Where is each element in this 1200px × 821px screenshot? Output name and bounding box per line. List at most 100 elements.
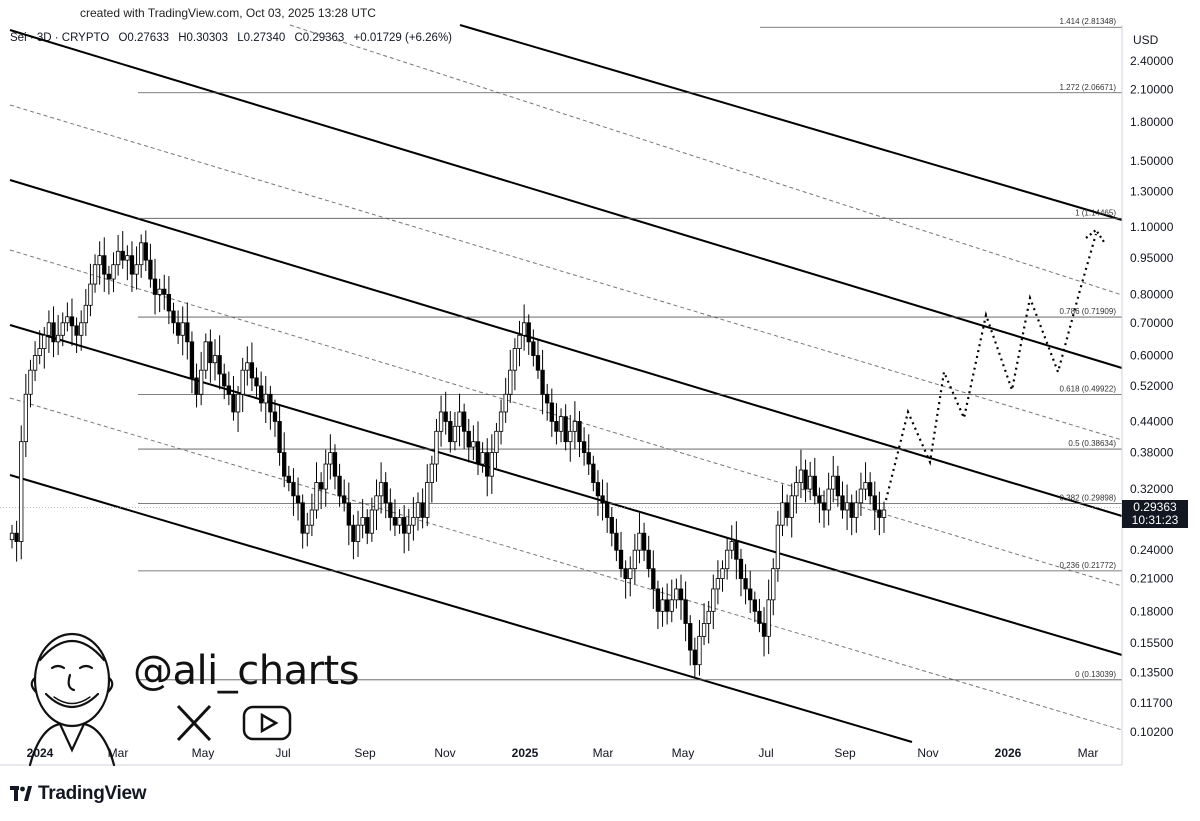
- open-value: O0.27633: [118, 32, 169, 44]
- candle-body: [669, 599, 674, 612]
- price-tick-label: 0.70000: [1130, 316, 1174, 330]
- watermark-handle: @ali_charts: [133, 648, 360, 694]
- candle-body: [577, 421, 582, 443]
- candle-body: [125, 255, 130, 261]
- price-tick-label: 0.18000: [1130, 604, 1174, 618]
- candle-body: [249, 362, 255, 379]
- price-tick-label: 0.32000: [1130, 482, 1174, 496]
- candle-body: [314, 482, 319, 511]
- candle-body: [489, 452, 494, 477]
- candle-body: [351, 524, 356, 542]
- countdown-value: 10:31:23: [1131, 513, 1179, 527]
- price-tick-label: 1.80000: [1130, 115, 1174, 129]
- candle-body: [868, 482, 873, 497]
- price-tick-label: 0.13500: [1130, 665, 1174, 679]
- currency-label[interactable]: USD: [1133, 33, 1159, 47]
- tradingview-logo[interactable]: TradingView: [10, 783, 147, 805]
- fib-level-label: 0.618 (0.49922): [1060, 385, 1117, 394]
- x-logo-icon: [176, 704, 212, 742]
- fib-level-label: 1.414 (2.81348): [1060, 17, 1117, 26]
- candle-body: [374, 495, 379, 511]
- candles: [9, 230, 887, 678]
- fib-level-label: 1 (1.14465): [1075, 208, 1116, 217]
- time-axis[interactable]: 2024 Mar May Jul Sep Nov 2025 Mar May Jul Sep Nov 20…: [27, 746, 1099, 760]
- candle-body: [461, 411, 467, 432]
- candle-body: [609, 517, 614, 534]
- candle-body: [798, 469, 804, 483]
- candle-body: [19, 441, 24, 542]
- candle-body: [628, 568, 633, 579]
- candle-body: [240, 369, 245, 395]
- candle-body: [226, 385, 231, 395]
- candle-body: [558, 416, 564, 432]
- candle-body: [748, 588, 753, 601]
- candle-body: [665, 599, 670, 612]
- candle-body: [295, 495, 301, 504]
- candle-body: [152, 278, 158, 295]
- candle-body: [305, 524, 310, 534]
- symbol-name[interactable]: Sei · 3D · CRYPTO: [10, 32, 110, 44]
- price-tick-label: 0.52000: [1130, 379, 1174, 393]
- price-tick-label: 0.10200: [1130, 725, 1174, 739]
- candle-body: [28, 369, 33, 395]
- candle-body: [854, 502, 859, 518]
- candle-body: [448, 421, 453, 443]
- candle-body: [618, 549, 624, 570]
- candle-body: [378, 482, 384, 497]
- candle-body: [254, 377, 259, 387]
- candle-body: [812, 475, 817, 497]
- candle-body: [637, 532, 642, 551]
- candle-body: [203, 341, 208, 371]
- price-tick-label: 1.50000: [1130, 154, 1174, 168]
- candle-body: [545, 393, 550, 404]
- candle-body: [471, 441, 476, 448]
- candle-body: [245, 362, 250, 371]
- price-tick-label: 0.44000: [1130, 414, 1174, 428]
- candle-body: [129, 255, 135, 275]
- candle-body: [425, 482, 430, 518]
- fib-level-label: 0.786 (0.71909): [1060, 307, 1117, 316]
- candle-body: [111, 264, 116, 280]
- candle-body: [420, 502, 425, 518]
- candle-body: [494, 430, 499, 453]
- price-tick-label: 0.80000: [1130, 287, 1174, 301]
- candle-body: [646, 549, 651, 570]
- candle-body: [166, 294, 172, 312]
- candle-body: [212, 355, 218, 364]
- candle-body: [554, 421, 559, 432]
- price-axis[interactable]: 2.40000 2.10000 1.80000 1.50000 1.30000 1.100…: [1130, 54, 1174, 739]
- time-tick-label: Nov: [917, 746, 938, 760]
- candle-body: [701, 623, 707, 637]
- candle-body: [199, 369, 204, 395]
- candle-body: [388, 502, 393, 518]
- candle-body: [568, 430, 573, 443]
- candle-body: [761, 623, 767, 637]
- candle-body: [863, 482, 868, 490]
- youtube-icon: [242, 705, 292, 741]
- candle-body: [683, 599, 688, 624]
- close-value: C0.29363: [294, 32, 345, 44]
- candle-body: [752, 599, 757, 612]
- candle-body: [503, 393, 508, 413]
- candle-body: [826, 488, 831, 511]
- candle-body: [438, 411, 444, 432]
- candle-body: [485, 452, 490, 477]
- candle-body: [549, 402, 554, 422]
- candle-body: [605, 502, 610, 518]
- candle-body: [9, 532, 15, 541]
- candle-body: [258, 385, 264, 404]
- fib-level-label: 1.272 (2.06671): [1060, 83, 1117, 92]
- candle-body: [614, 532, 619, 551]
- candle-body: [309, 509, 315, 526]
- candle-body: [222, 373, 227, 387]
- candle-body: [217, 355, 222, 375]
- last-price-value: 0.29363: [1133, 500, 1177, 514]
- time-tick-label: 2026: [995, 746, 1022, 760]
- candle-body: [189, 341, 195, 379]
- candle-body: [332, 452, 338, 477]
- time-tick-label: Mar: [1078, 746, 1099, 760]
- candle-body: [402, 517, 407, 534]
- candle-body: [452, 425, 458, 443]
- candle-body: [120, 250, 125, 261]
